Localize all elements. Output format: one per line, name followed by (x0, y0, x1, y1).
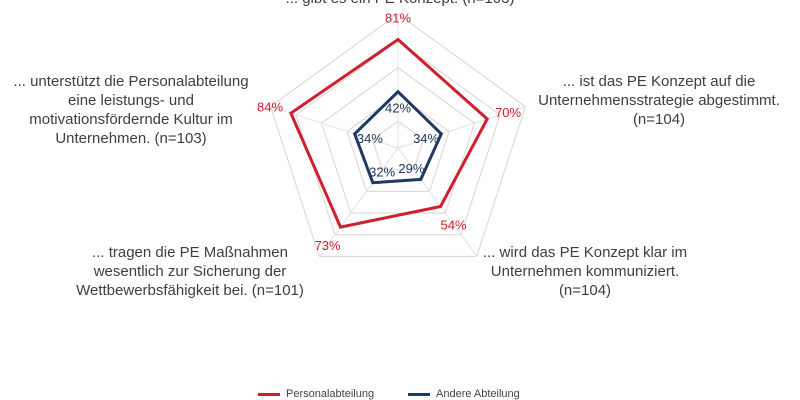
data-label: 70% (495, 105, 521, 120)
legend-swatch (408, 392, 430, 396)
axis-label-line: (n=104) (632, 111, 686, 128)
axis-spoke (318, 147, 399, 257)
grid-ring (270, 13, 526, 257)
data-label: 32% (369, 164, 395, 179)
data-label: 42% (385, 101, 411, 116)
axis-spoke (397, 106, 526, 149)
axis-label-line: Unternehmen kommuniziert. (490, 263, 680, 280)
axis-spoke (397, 147, 478, 257)
axis-label-line: ... wird das PE Konzept klar im (482, 244, 688, 261)
grid-ring (371, 120, 425, 171)
grid-ring (295, 40, 501, 236)
axis-label-line: motivationsfördernde Kultur im (29, 111, 233, 128)
data-label: 29% (398, 161, 424, 176)
axis-label-bottom-right: ... wird das PE Konzept klar im Unterneh… (470, 243, 700, 300)
legend-label: Andere Abteilung (436, 388, 520, 400)
axis-label-line: Unternehmen. (n=103) (55, 130, 207, 147)
series-line-2 (352, 89, 444, 185)
legend: Personalabteilung Andere Abteilung (0, 388, 800, 400)
axis-label-left: ... unterstützt die Personalabteilung ei… (0, 72, 262, 148)
data-label: 34% (357, 131, 383, 146)
axis-label-line: eine leistungs- und (68, 92, 194, 109)
axis-label-line: ... ist das PE Konzept auf die (562, 73, 756, 90)
data-label: 84% (257, 99, 283, 114)
legend-swatch (258, 392, 280, 396)
legend-item-series-1: Personalabteilung (258, 388, 374, 400)
data-label: 81% (385, 11, 411, 26)
axis-label-line: ... tragen die PE Maßnahmen (92, 244, 288, 261)
legend-label: Personalabteilung (286, 388, 375, 400)
axis-label-line: Unternehmensstrategie abgestimmt. (538, 92, 780, 109)
series-line-1 (289, 37, 490, 229)
grid-ring (346, 93, 450, 192)
data-label: 73% (315, 238, 341, 253)
axis-label-line: wesentlich zur Sicherung der (93, 263, 287, 280)
axis-label-line: (n=104) (558, 282, 612, 299)
axis-label-line: Wettbewerbsfähigkeit bei. (n=101) (76, 282, 304, 299)
data-label: 34% (413, 131, 439, 146)
axis-label-top: ... gibt es ein PE Konzept. (n=103) (230, 0, 570, 8)
grid-ring (320, 66, 476, 214)
axis-label-right: ... ist das PE Konzept auf die Unternehm… (520, 72, 798, 129)
axis-label-bottom-left: ... tragen die PE Maßnahmen wesentlich z… (40, 243, 340, 300)
axis-label-line: ... gibt es ein PE Konzept. (n=103) (230, 0, 570, 8)
legend-item-series-2: Andere Abteilung (408, 388, 520, 400)
data-label: 54% (440, 217, 466, 232)
axis-label-line: ... unterstützt die Personalabteilung (13, 73, 249, 90)
